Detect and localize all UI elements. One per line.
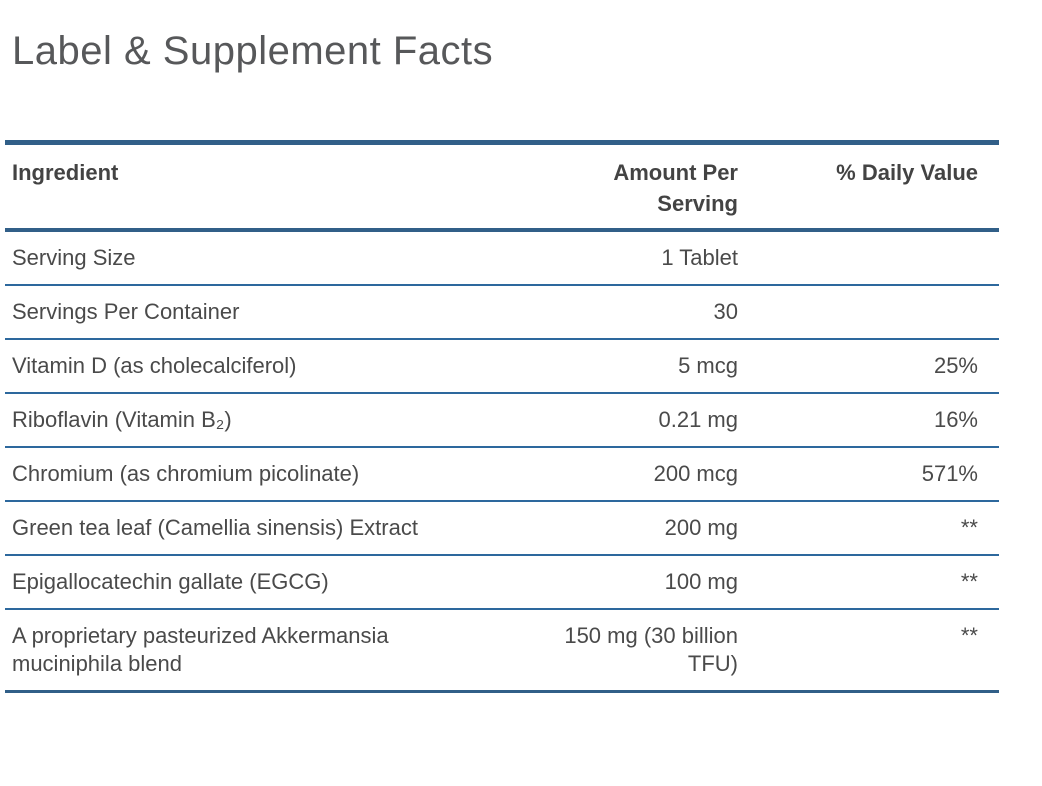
amount-cell: 1 Tablet [523,230,738,286]
amount-cell: 0.21 mg [523,393,738,448]
amount-cell: 100 mg [523,555,738,610]
column-header-ingredient: Ingredient [5,142,523,232]
ingredient-cell: Green tea leaf (Camellia sinensis) Extra… [5,501,523,556]
daily-value-cell: ** [738,501,999,556]
daily-value-cell: ** [738,555,999,610]
ingredient-text: A proprietary pasteurized Akkermansia mu… [12,623,389,676]
ingredient-cell: Chromium (as chromium picolinate) [5,447,523,502]
table-row: Riboflavin (Vitamin B₂) 0.21 mg 16% [5,393,999,448]
column-header-amount-label: Amount Per Serving [613,160,738,216]
ingredient-text: Serving Size [12,245,136,270]
ingredient-text: Vitamin D (as cholecalciferol) [12,353,297,378]
ingredient-cell: Epigallocatechin gallate (EGCG) [5,555,523,610]
amount-cell: 30 [523,285,738,340]
ingredient-text: Riboflavin (Vitamin B₂) [12,407,232,432]
daily-value-cell [738,230,999,286]
daily-value-cell: ** [738,609,999,693]
table-row: Serving Size 1 Tablet [5,230,999,286]
table-header-row: Ingredient Amount Per Serving % Daily Va… [5,142,999,232]
ingredient-cell: Vitamin D (as cholecalciferol) [5,339,523,394]
column-header-amount-per-serving: Amount Per Serving [523,142,738,232]
table-row: A proprietary pasteurized Akkermansia mu… [5,609,999,693]
daily-value-cell: 16% [738,393,999,448]
ingredient-cell: Riboflavin (Vitamin B₂) [5,393,523,448]
column-header-daily-value: % Daily Value [738,142,999,232]
page-title: Label & Supplement Facts [12,29,494,73]
table-row: Epigallocatechin gallate (EGCG) 100 mg *… [5,555,999,610]
table-row: Chromium (as chromium picolinate) 200 mc… [5,447,999,502]
table-row: Vitamin D (as cholecalciferol) 5 mcg 25% [5,339,999,394]
ingredient-text: Epigallocatechin gallate (EGCG) [12,569,329,594]
daily-value-cell: 571% [738,447,999,502]
ingredient-text: Green tea leaf (Camellia sinensis) Extra… [12,515,418,540]
ingredient-cell: Serving Size [5,230,523,286]
ingredient-cell: A proprietary pasteurized Akkermansia mu… [5,609,523,693]
amount-cell: 150 mg (30 billion TFU) [523,609,738,693]
ingredient-text: Chromium (as chromium picolinate) [12,461,360,486]
daily-value-cell: 25% [738,339,999,394]
table-row: Servings Per Container 30 [5,285,999,340]
supplement-facts-table: Ingredient Amount Per Serving % Daily Va… [5,140,999,693]
amount-cell: 5 mcg [523,339,738,394]
ingredient-text: Servings Per Container [12,299,240,324]
table-row: Green tea leaf (Camellia sinensis) Extra… [5,501,999,556]
amount-cell: 200 mcg [523,447,738,502]
amount-cell: 200 mg [523,501,738,556]
ingredient-cell: Servings Per Container [5,285,523,340]
daily-value-cell [738,285,999,340]
